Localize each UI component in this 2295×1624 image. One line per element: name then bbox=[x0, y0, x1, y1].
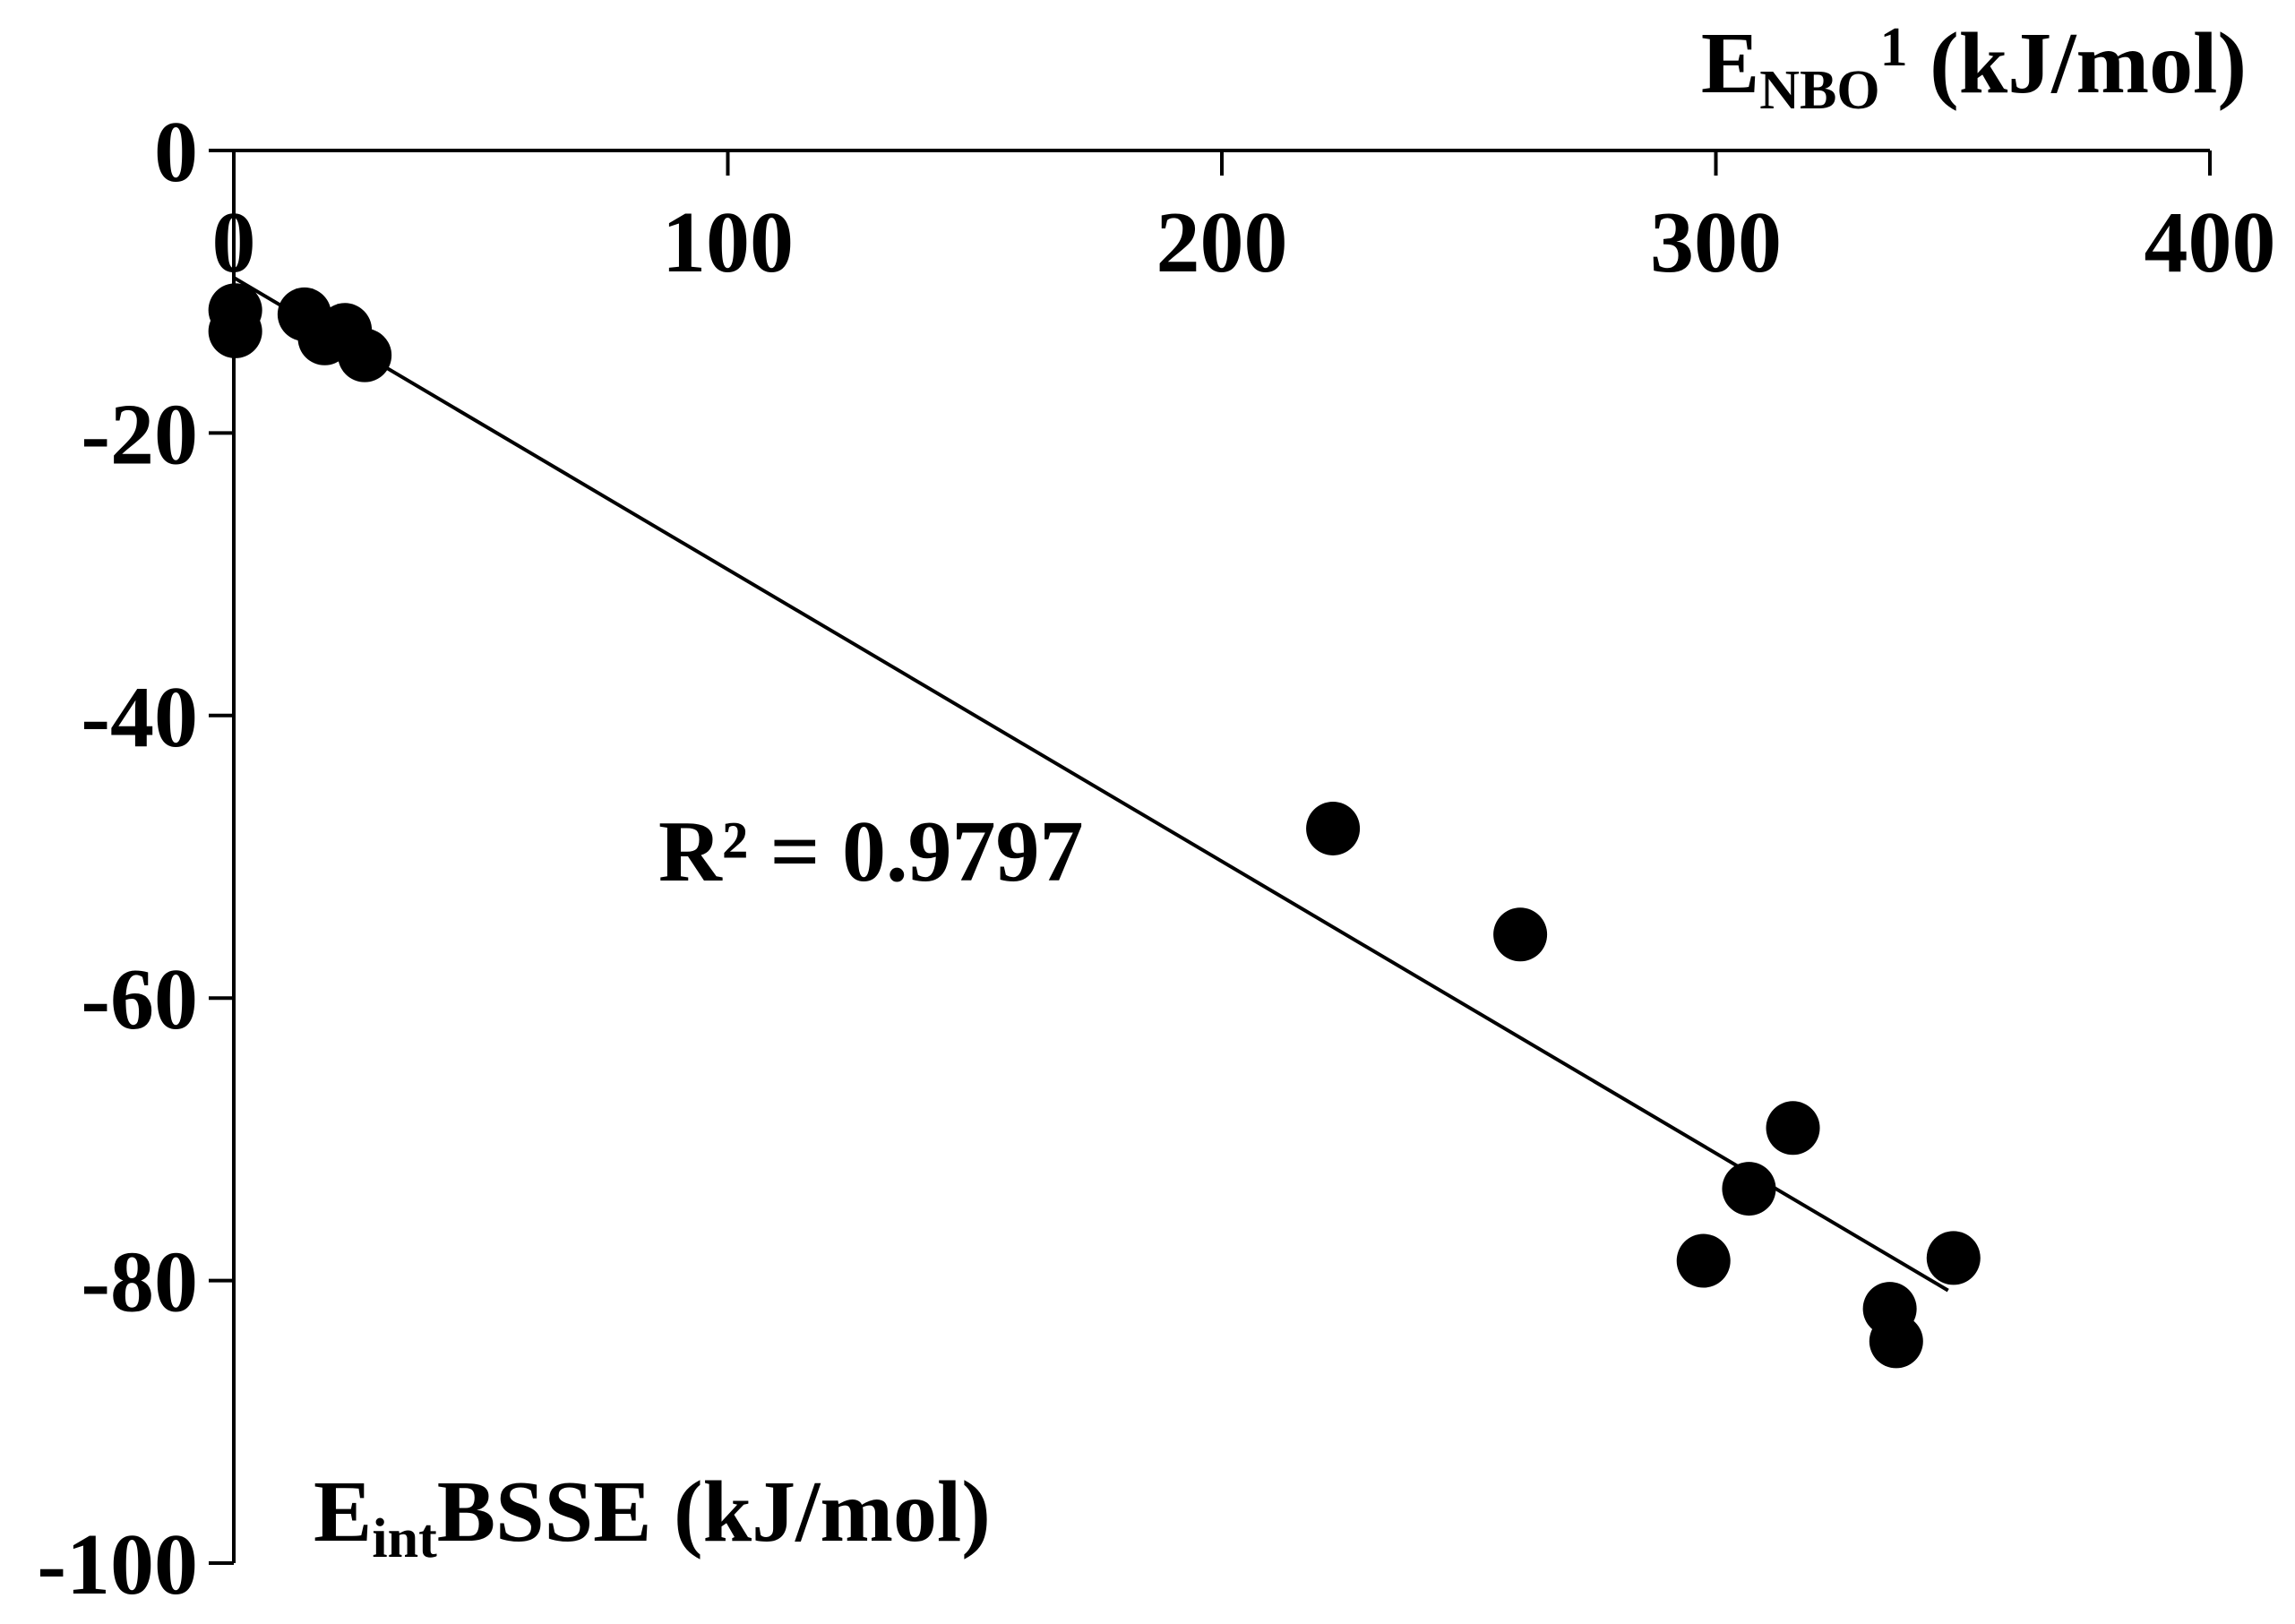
data-point bbox=[1306, 801, 1361, 855]
x-axis-title: ENBO1 (kJ/mol) bbox=[1701, 15, 2247, 121]
y-tick-label: -60 bbox=[81, 951, 198, 1048]
x-axis-title-rest: (kJ/mol) bbox=[1908, 15, 2247, 112]
x-axis-title-sub: NBO bbox=[1759, 60, 1879, 121]
y-axis-title-main: E bbox=[314, 1464, 372, 1560]
y-tick-label: -40 bbox=[81, 669, 198, 766]
data-point bbox=[1766, 1101, 1820, 1156]
x-axis-title-main: E bbox=[1701, 15, 1759, 112]
x-tick-label: 300 bbox=[1650, 194, 1782, 291]
data-point bbox=[1926, 1231, 1981, 1285]
trendline bbox=[232, 276, 1949, 1293]
y-tick-label: -20 bbox=[81, 386, 198, 483]
y-axis-title: EintBSSE (kJ/mol) bbox=[314, 1464, 991, 1569]
y-axis-title-sub: int bbox=[372, 1508, 437, 1569]
data-points bbox=[208, 283, 1981, 1369]
data-point bbox=[1869, 1314, 1923, 1369]
x-tick-label: 400 bbox=[2145, 194, 2276, 291]
y-tick-label: -100 bbox=[37, 1517, 198, 1613]
x-tick-label: 200 bbox=[1156, 194, 1288, 291]
data-point bbox=[1722, 1162, 1776, 1216]
y-ticks: 0 -20 -40 -60 -80 -100 bbox=[37, 104, 234, 1613]
y-tick-label: -80 bbox=[81, 1234, 198, 1331]
data-point bbox=[208, 304, 262, 358]
data-point bbox=[1676, 1233, 1731, 1288]
x-axis-title-sup: 1 bbox=[1880, 17, 1908, 78]
y-tick-label: 0 bbox=[154, 104, 198, 201]
data-point bbox=[338, 328, 392, 382]
r-squared-label: R² = 0.9797 bbox=[658, 803, 1084, 900]
x-ticks: 0 100 200 300 400 bbox=[212, 150, 2276, 291]
x-tick-label: 100 bbox=[662, 194, 794, 291]
y-axis-title-rest: BSSE (kJ/mol) bbox=[437, 1464, 991, 1560]
data-point bbox=[1493, 907, 1548, 962]
